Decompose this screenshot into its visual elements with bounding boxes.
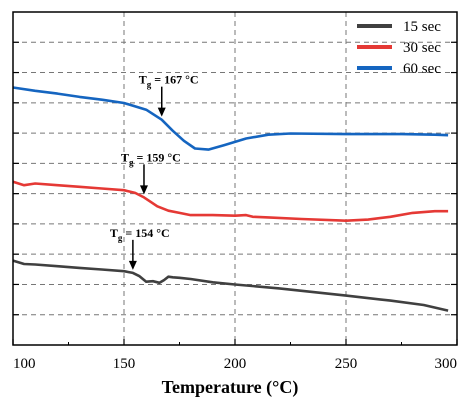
x-tick-label: 200 bbox=[224, 356, 247, 372]
tg-label: Tg = 154 °C bbox=[110, 226, 170, 243]
series-line-60-sec bbox=[12, 86, 449, 151]
series-line-15-sec bbox=[12, 259, 449, 312]
tg-label: Tg = 159 °C bbox=[121, 150, 181, 167]
tg-arrow-head bbox=[139, 185, 148, 195]
legend-label: 15 sec bbox=[403, 19, 441, 35]
tg-annotations: Tg = 167 °C Tg = 159 °C Tg = 154 °C bbox=[110, 73, 199, 270]
x-tick-label: 300 bbox=[435, 356, 458, 372]
tg-label: Tg = 167 °C bbox=[139, 73, 199, 90]
series-line-30-sec bbox=[12, 180, 449, 222]
series-lines bbox=[12, 86, 449, 312]
x-axis-title: Temperature (°C) bbox=[162, 377, 299, 398]
x-tick-label: 100 bbox=[13, 356, 36, 372]
x-tick-label: 250 bbox=[335, 356, 358, 372]
legend: 15 sec 30 sec 60 sec bbox=[357, 19, 441, 77]
gridlines bbox=[13, 12, 457, 345]
axis-ticks: 100 150 200 250 300 bbox=[12, 41, 458, 372]
legend-label: 30 sec bbox=[403, 40, 441, 56]
legend-label: 60 sec bbox=[403, 61, 441, 77]
tg-arrow-head bbox=[157, 107, 166, 117]
tg-arrow-head bbox=[128, 260, 137, 270]
x-tick-label: 150 bbox=[113, 356, 136, 372]
